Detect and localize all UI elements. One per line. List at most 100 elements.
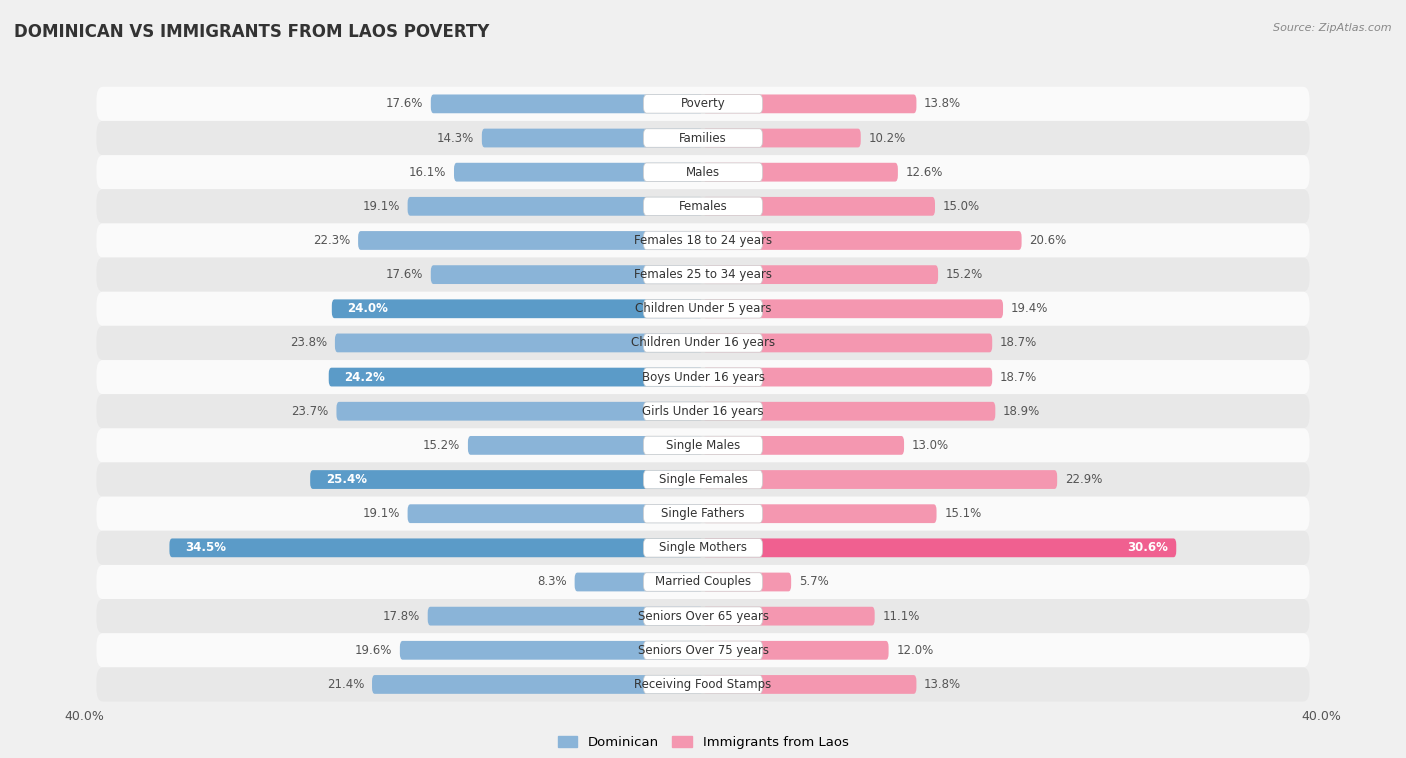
FancyBboxPatch shape bbox=[644, 334, 762, 352]
FancyBboxPatch shape bbox=[97, 121, 1309, 155]
FancyBboxPatch shape bbox=[644, 539, 762, 557]
FancyBboxPatch shape bbox=[97, 224, 1309, 258]
Text: 24.2%: 24.2% bbox=[344, 371, 385, 384]
FancyBboxPatch shape bbox=[97, 565, 1309, 599]
FancyBboxPatch shape bbox=[430, 265, 703, 284]
Text: 19.4%: 19.4% bbox=[1011, 302, 1047, 315]
FancyBboxPatch shape bbox=[97, 155, 1309, 190]
Text: 19.1%: 19.1% bbox=[363, 507, 399, 520]
Text: Seniors Over 65 years: Seniors Over 65 years bbox=[637, 609, 769, 622]
Text: 21.4%: 21.4% bbox=[328, 678, 364, 691]
Text: Seniors Over 75 years: Seniors Over 75 years bbox=[637, 644, 769, 656]
FancyBboxPatch shape bbox=[644, 505, 762, 523]
Text: 30.6%: 30.6% bbox=[1128, 541, 1168, 554]
Text: 15.2%: 15.2% bbox=[946, 268, 983, 281]
Text: 22.3%: 22.3% bbox=[314, 234, 350, 247]
FancyBboxPatch shape bbox=[703, 402, 995, 421]
Text: Children Under 5 years: Children Under 5 years bbox=[634, 302, 772, 315]
FancyBboxPatch shape bbox=[703, 641, 889, 659]
FancyBboxPatch shape bbox=[335, 334, 703, 352]
FancyBboxPatch shape bbox=[644, 402, 762, 421]
FancyBboxPatch shape bbox=[644, 675, 762, 694]
FancyBboxPatch shape bbox=[644, 641, 762, 659]
FancyBboxPatch shape bbox=[644, 436, 762, 455]
FancyBboxPatch shape bbox=[373, 675, 703, 694]
Text: 14.3%: 14.3% bbox=[437, 132, 474, 145]
Text: 20.6%: 20.6% bbox=[1029, 234, 1067, 247]
Text: 15.0%: 15.0% bbox=[942, 200, 980, 213]
Text: Females: Females bbox=[679, 200, 727, 213]
Text: 13.8%: 13.8% bbox=[924, 97, 962, 111]
Text: 18.9%: 18.9% bbox=[1002, 405, 1040, 418]
FancyBboxPatch shape bbox=[644, 95, 762, 113]
FancyBboxPatch shape bbox=[644, 573, 762, 591]
Text: Females 25 to 34 years: Females 25 to 34 years bbox=[634, 268, 772, 281]
FancyBboxPatch shape bbox=[97, 258, 1309, 292]
FancyBboxPatch shape bbox=[97, 531, 1309, 565]
Text: 10.2%: 10.2% bbox=[869, 132, 905, 145]
Text: Married Couples: Married Couples bbox=[655, 575, 751, 588]
Text: 23.8%: 23.8% bbox=[290, 337, 328, 349]
FancyBboxPatch shape bbox=[644, 197, 762, 215]
FancyBboxPatch shape bbox=[97, 292, 1309, 326]
Text: Girls Under 16 years: Girls Under 16 years bbox=[643, 405, 763, 418]
Text: Source: ZipAtlas.com: Source: ZipAtlas.com bbox=[1274, 23, 1392, 33]
FancyBboxPatch shape bbox=[97, 667, 1309, 701]
Text: Receiving Food Stamps: Receiving Food Stamps bbox=[634, 678, 772, 691]
FancyBboxPatch shape bbox=[575, 572, 703, 591]
FancyBboxPatch shape bbox=[97, 394, 1309, 428]
FancyBboxPatch shape bbox=[703, 606, 875, 625]
Text: 19.6%: 19.6% bbox=[354, 644, 392, 656]
Text: Single Fathers: Single Fathers bbox=[661, 507, 745, 520]
Text: Females 18 to 24 years: Females 18 to 24 years bbox=[634, 234, 772, 247]
Text: Poverty: Poverty bbox=[681, 97, 725, 111]
FancyBboxPatch shape bbox=[644, 265, 762, 283]
Text: 24.0%: 24.0% bbox=[347, 302, 388, 315]
Text: 8.3%: 8.3% bbox=[537, 575, 567, 588]
Text: 22.9%: 22.9% bbox=[1064, 473, 1102, 486]
FancyBboxPatch shape bbox=[703, 197, 935, 216]
FancyBboxPatch shape bbox=[703, 436, 904, 455]
Text: 25.4%: 25.4% bbox=[326, 473, 367, 486]
FancyBboxPatch shape bbox=[703, 299, 1002, 318]
FancyBboxPatch shape bbox=[359, 231, 703, 250]
FancyBboxPatch shape bbox=[468, 436, 703, 455]
FancyBboxPatch shape bbox=[454, 163, 703, 182]
Text: DOMINICAN VS IMMIGRANTS FROM LAOS POVERTY: DOMINICAN VS IMMIGRANTS FROM LAOS POVERT… bbox=[14, 23, 489, 41]
FancyBboxPatch shape bbox=[703, 470, 1057, 489]
FancyBboxPatch shape bbox=[430, 95, 703, 113]
FancyBboxPatch shape bbox=[329, 368, 703, 387]
FancyBboxPatch shape bbox=[703, 538, 1177, 557]
Text: 16.1%: 16.1% bbox=[409, 166, 446, 179]
FancyBboxPatch shape bbox=[97, 326, 1309, 360]
FancyBboxPatch shape bbox=[336, 402, 703, 421]
Text: 13.0%: 13.0% bbox=[912, 439, 949, 452]
FancyBboxPatch shape bbox=[703, 95, 917, 113]
Text: Single Males: Single Males bbox=[666, 439, 740, 452]
FancyBboxPatch shape bbox=[703, 675, 917, 694]
FancyBboxPatch shape bbox=[703, 265, 938, 284]
FancyBboxPatch shape bbox=[644, 231, 762, 249]
Legend: Dominican, Immigrants from Laos: Dominican, Immigrants from Laos bbox=[553, 730, 853, 754]
FancyBboxPatch shape bbox=[97, 87, 1309, 121]
Text: 12.6%: 12.6% bbox=[905, 166, 943, 179]
FancyBboxPatch shape bbox=[408, 504, 703, 523]
FancyBboxPatch shape bbox=[703, 368, 993, 387]
FancyBboxPatch shape bbox=[97, 190, 1309, 224]
FancyBboxPatch shape bbox=[703, 334, 993, 352]
Text: 11.1%: 11.1% bbox=[883, 609, 920, 622]
FancyBboxPatch shape bbox=[97, 496, 1309, 531]
FancyBboxPatch shape bbox=[97, 633, 1309, 667]
FancyBboxPatch shape bbox=[311, 470, 703, 489]
Text: Single Mothers: Single Mothers bbox=[659, 541, 747, 554]
FancyBboxPatch shape bbox=[644, 368, 762, 387]
FancyBboxPatch shape bbox=[399, 641, 703, 659]
FancyBboxPatch shape bbox=[170, 538, 703, 557]
FancyBboxPatch shape bbox=[644, 299, 762, 318]
Text: 12.0%: 12.0% bbox=[897, 644, 934, 656]
FancyBboxPatch shape bbox=[332, 299, 703, 318]
Text: Boys Under 16 years: Boys Under 16 years bbox=[641, 371, 765, 384]
Text: 13.8%: 13.8% bbox=[924, 678, 962, 691]
Text: 17.6%: 17.6% bbox=[385, 97, 423, 111]
Text: 17.8%: 17.8% bbox=[382, 609, 420, 622]
